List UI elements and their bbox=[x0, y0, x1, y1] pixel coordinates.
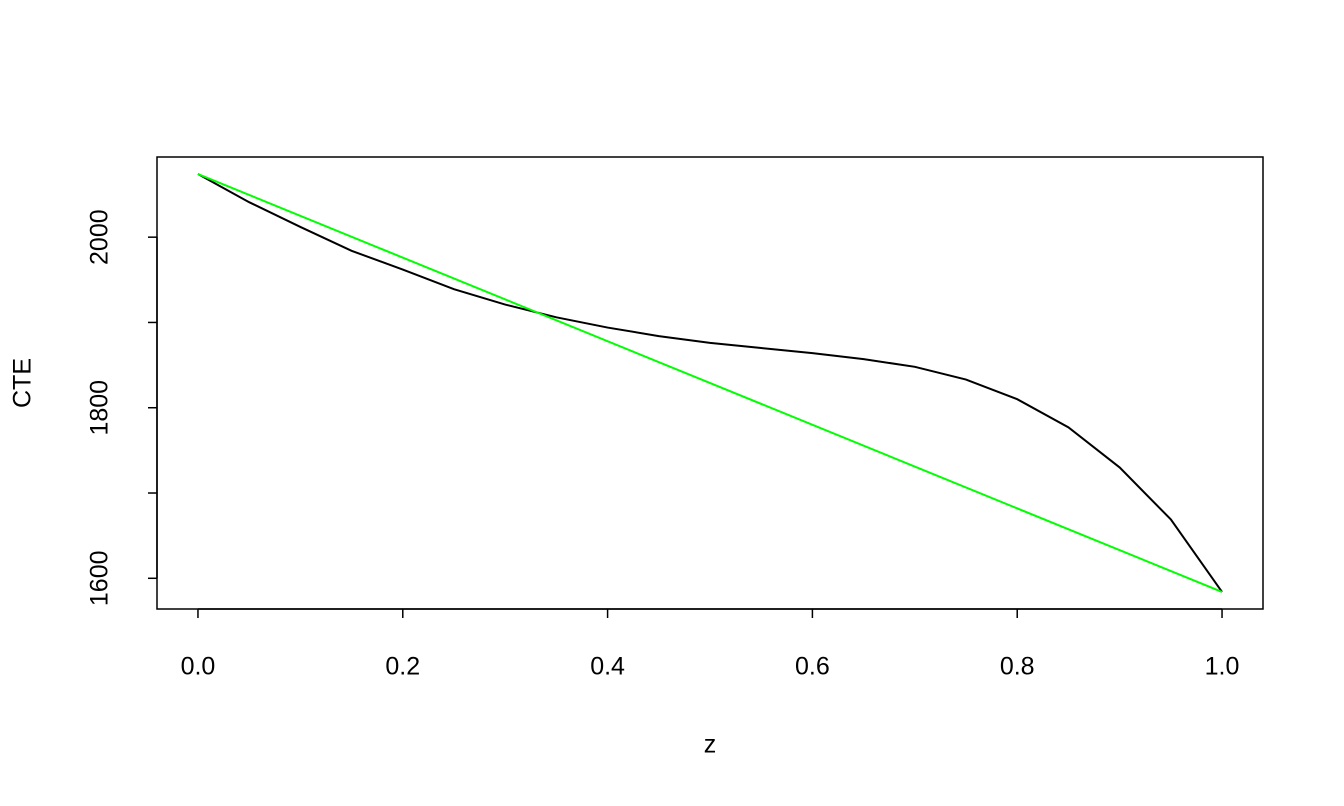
x-tick-label: 0.6 bbox=[795, 653, 830, 681]
x-tick-label: 0.2 bbox=[385, 653, 420, 681]
series-line bbox=[197, 173, 1223, 593]
x-tick-label: 0.8 bbox=[1000, 653, 1035, 681]
x-tick-label: 1.0 bbox=[1205, 653, 1240, 681]
x-axis-label: z bbox=[704, 731, 717, 759]
y-axis-label: CTE bbox=[9, 358, 37, 408]
x-tick-label: 0.4 bbox=[590, 653, 625, 681]
y-tick-label: 1800 bbox=[86, 380, 114, 436]
y-tick-label: 1600 bbox=[86, 550, 114, 606]
x-tick-label: 0.0 bbox=[181, 653, 216, 681]
series-line bbox=[197, 173, 1223, 593]
y-tick-label: 2000 bbox=[86, 209, 114, 265]
